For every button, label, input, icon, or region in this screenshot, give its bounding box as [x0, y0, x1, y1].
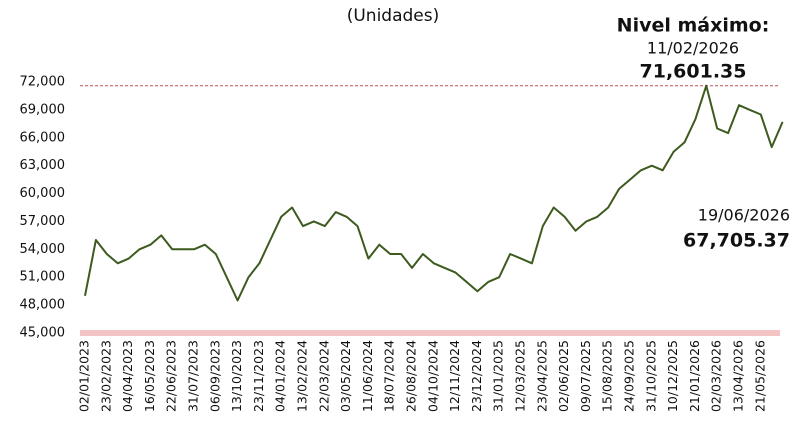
- x-tick-label: 13/02/2024: [295, 340, 310, 412]
- x-tick-label: 26/08/2024: [404, 340, 419, 412]
- x-tick-label: 23/11/2023: [251, 340, 266, 412]
- x-tick-label: 16/05/2023: [142, 340, 157, 412]
- x-tick-label: 23/12/2024: [469, 340, 484, 412]
- y-tick-label: 57,000: [20, 214, 66, 229]
- y-tick-label: 60,000: [20, 186, 66, 201]
- x-tick-label: 18/07/2024: [382, 340, 397, 412]
- x-tick-label: 12/03/2025: [513, 340, 528, 412]
- x-tick-label: 23/04/2025: [534, 340, 549, 412]
- x-tick-label: 31/07/2023: [186, 340, 201, 412]
- x-tick-label: 02/03/2026: [709, 340, 724, 412]
- x-tick-label: 31/01/2025: [491, 340, 506, 412]
- y-tick-label: 45,000: [20, 326, 66, 341]
- x-tick-label: 24/09/2025: [622, 340, 637, 412]
- x-tick-label: 12/11/2024: [447, 340, 462, 412]
- x-tick-label: 22/03/2024: [316, 340, 331, 412]
- chart-title: (Unidades): [347, 6, 440, 26]
- x-tick-label: 13/10/2023: [229, 340, 244, 412]
- data-line: [84, 84, 784, 302]
- y-tick-label: 48,000: [20, 298, 66, 313]
- y-tick-label: 69,000: [20, 102, 66, 117]
- y-tick-label: 72,000: [20, 75, 66, 90]
- axis-band: [80, 330, 780, 336]
- annotation-title: Nivel máximo:: [617, 15, 770, 37]
- y-tick-label: 54,000: [20, 242, 66, 257]
- x-tick-label: 04/04/2023: [120, 340, 135, 412]
- annotation-date: 19/06/2026: [698, 206, 790, 225]
- x-tick-label: 04/10/2024: [425, 340, 440, 412]
- x-tick-label: 09/07/2025: [578, 340, 593, 412]
- x-tick-label: 13/04/2026: [731, 340, 746, 412]
- x-tick-label: 21/05/2026: [752, 340, 767, 412]
- x-tick-label: 10/12/2025: [665, 340, 680, 412]
- annotation-value: 71,601.35: [640, 61, 747, 83]
- x-tick-label: 02/01/2023: [77, 340, 92, 412]
- x-tick-label: 04/01/2024: [273, 340, 288, 412]
- annotation-value: 67,705.37: [683, 230, 790, 252]
- y-tick-label: 51,000: [20, 270, 66, 285]
- x-tick-label: 11/06/2024: [360, 340, 375, 412]
- y-tick-label: 63,000: [20, 158, 66, 173]
- y-tick-label: 66,000: [20, 130, 66, 145]
- x-tick-label: 03/05/2024: [338, 340, 353, 412]
- x-tick-label: 22/06/2023: [164, 340, 179, 412]
- x-tick-label: 15/08/2025: [600, 340, 615, 412]
- x-tick-label: 02/06/2025: [556, 340, 571, 412]
- x-tick-label: 23/02/2023: [98, 340, 113, 412]
- x-tick-label: 31/10/2025: [643, 340, 658, 412]
- x-tick-label: 06/09/2023: [207, 340, 222, 412]
- x-tick-label: 21/01/2026: [687, 340, 702, 412]
- annotation-date: 11/02/2026: [647, 39, 739, 58]
